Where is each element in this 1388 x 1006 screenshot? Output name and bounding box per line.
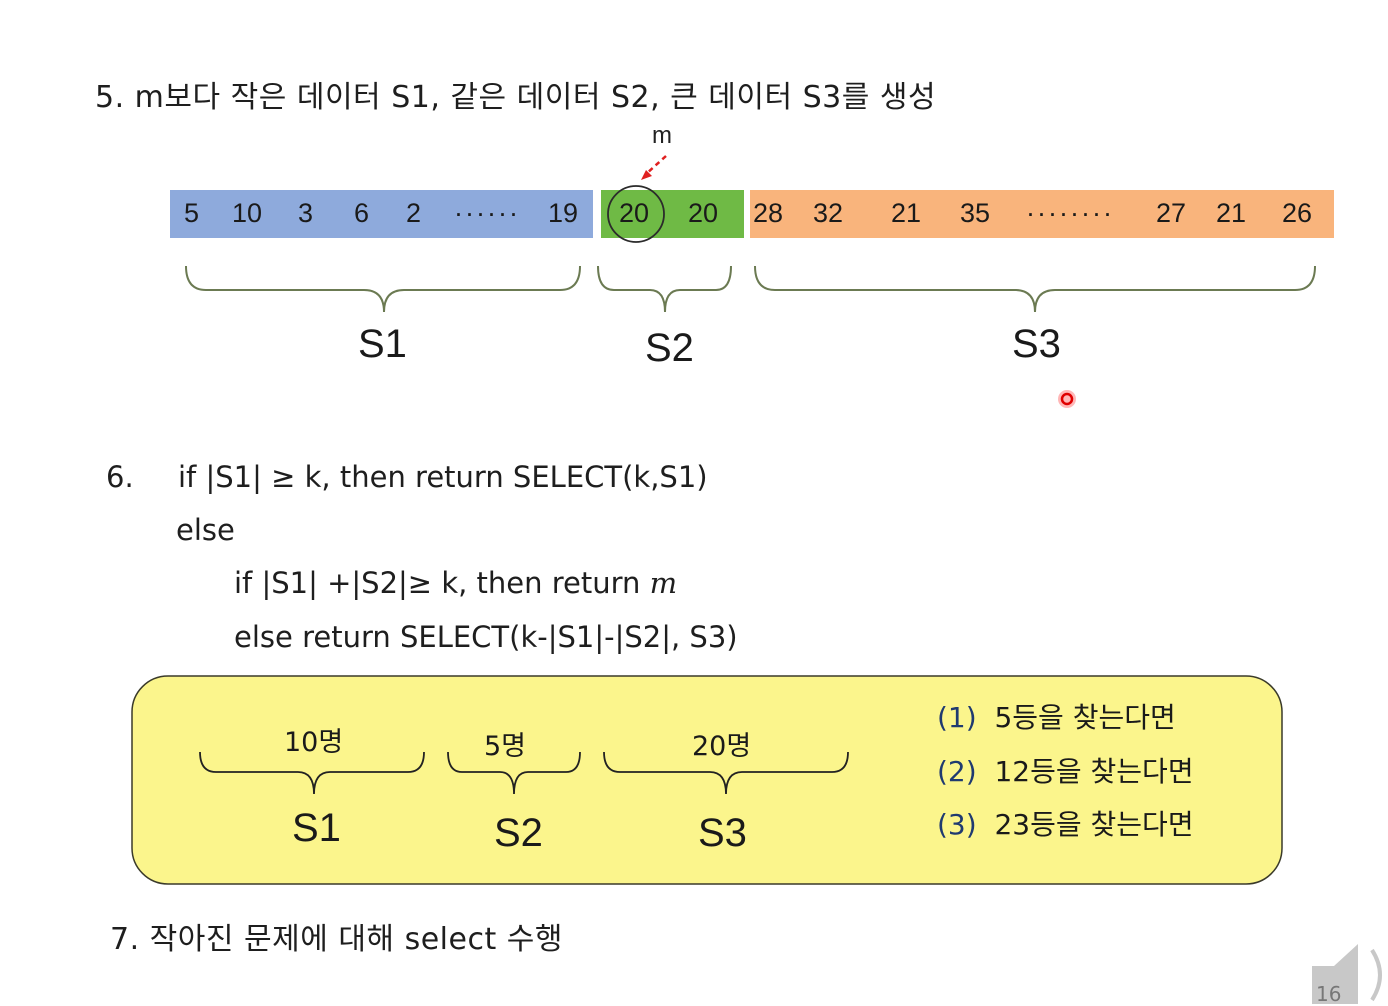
s3-number: 28 [753, 198, 784, 228]
brace-s1 [185, 265, 581, 313]
s1-segment [170, 190, 593, 238]
question-2: (2) 12등을 찾는다면 [937, 750, 1194, 790]
example-s1-label: S1 [292, 806, 341, 850]
pivot-circle [607, 185, 665, 243]
question-3-text: 23등을 찾는다면 [994, 808, 1194, 841]
s1-number: 5 [184, 198, 200, 228]
s3-number: 27 [1156, 198, 1187, 228]
question-3-num: (3) [937, 808, 977, 841]
s3-segment [750, 190, 1334, 238]
step5-title: 5. m보다 작은 데이터 S1, 같은 데이터 S2, 큰 데이터 S3를 생… [95, 80, 937, 115]
s3-number: 26 [1282, 198, 1313, 228]
s2-label: S2 [645, 326, 694, 370]
example-s2-label: S2 [494, 811, 543, 855]
step6-line3-var: m [649, 566, 678, 600]
s2-number: 20 [688, 198, 719, 228]
step6-line2: else [176, 513, 235, 547]
step6-line3: if |S1| +|S2|≥ k, then return m [234, 566, 677, 600]
question-3: (3) 23등을 찾는다면 [937, 803, 1194, 843]
s2-segment [601, 190, 744, 238]
page-number: 16 [1316, 982, 1342, 1006]
example-brace-s2 [447, 751, 581, 795]
s3-number: 21 [1216, 198, 1247, 228]
count-s1: 10명 [284, 727, 344, 758]
s3-label: S3 [1012, 322, 1061, 366]
step7-title: 7. 작아진 문제에 대해 select 수행 [110, 922, 563, 957]
s1-number: 2 [406, 198, 422, 228]
s3-number: 21 [891, 198, 922, 228]
pivot-arrow-icon [641, 155, 667, 180]
s1-number: 3 [298, 198, 314, 228]
example-brace-s3 [603, 751, 849, 795]
example-box [131, 675, 1283, 885]
brace-s2 [597, 265, 732, 313]
count-s2: 5명 [484, 731, 527, 762]
pivot-label: m [652, 122, 672, 149]
s1-number: 6 [354, 198, 370, 228]
example-brace-s1 [199, 751, 425, 795]
s1-number: 19 [548, 198, 579, 228]
question-2-text: 12등을 찾는다면 [994, 755, 1194, 788]
count-s3: 20명 [692, 731, 752, 762]
s3-number: 32 [813, 198, 844, 228]
s1-label: S1 [358, 322, 407, 366]
speaker-icon [1312, 944, 1382, 1004]
pointer-dot-icon [1058, 390, 1076, 408]
s3-ellipsis: ········ [1026, 198, 1114, 228]
question-1-text: 5등을 찾는다면 [994, 701, 1176, 734]
brace-s3 [754, 265, 1316, 313]
question-1-num: (1) [937, 701, 977, 734]
step6-number: 6. [106, 460, 134, 494]
s1-number: 10 [232, 198, 263, 228]
question-2-num: (2) [937, 755, 977, 788]
s3-number: 35 [960, 198, 991, 228]
step6-line1: if |S1| ≥ k, then return SELECT(k,S1) [178, 460, 708, 494]
step6-line3-text: if |S1| +|S2|≥ k, then return [234, 566, 650, 600]
question-1: (1) 5등을 찾는다면 [937, 696, 1176, 736]
s2-pivot-number: 20 [619, 198, 650, 228]
step6-line4: else return SELECT(k-|S1|-|S2|, S3) [234, 620, 738, 654]
s1-ellipsis: ······ [454, 198, 520, 228]
example-s3-label: S3 [698, 811, 747, 855]
